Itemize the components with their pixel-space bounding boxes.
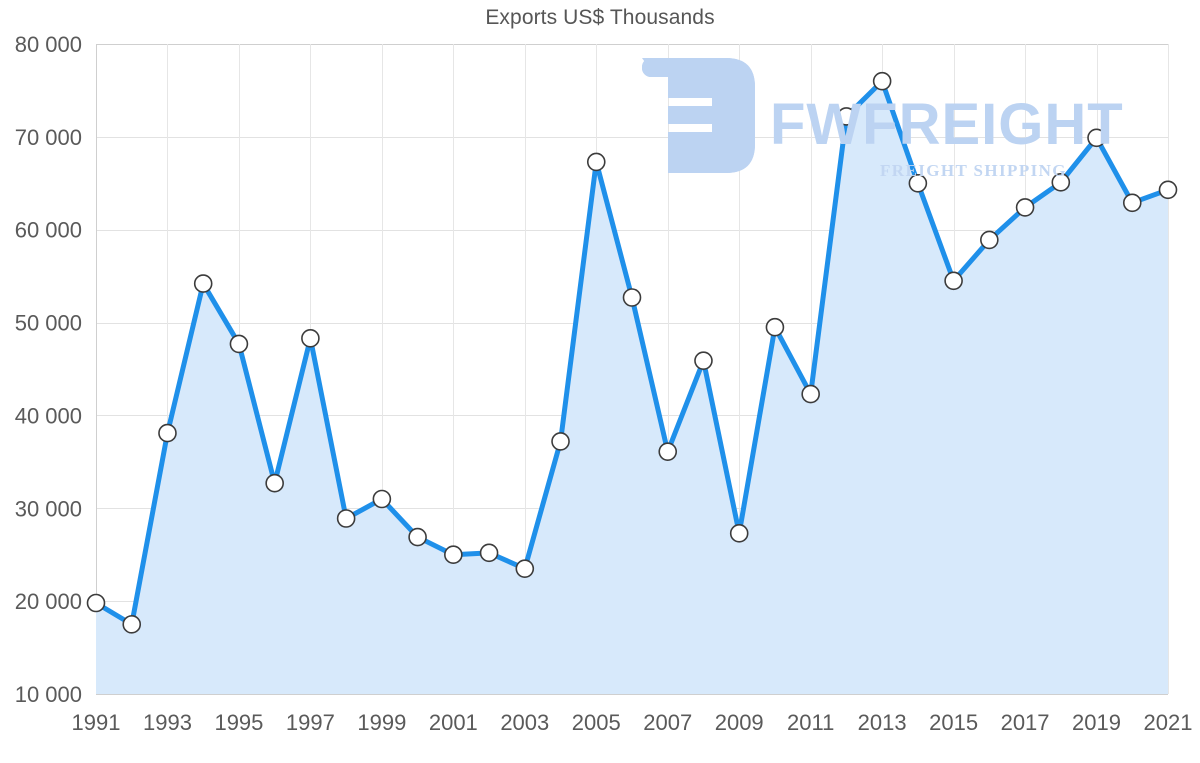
x-axis-tick-labels: 1991 1993 1995 1997 1999 2001 2003 2005 2007 2009… [72,710,1193,735]
x-axis-label: 2015 [929,710,978,735]
data-point [1051,173,1071,192]
x-axis-label: 2011 [787,710,834,735]
exports-area-fill [96,81,1168,694]
data-point [265,473,284,493]
y-axis-label: 80 000 [15,32,82,57]
x-axis-label: 2017 [1001,710,1050,735]
x-axis-label: 2013 [858,710,907,735]
x-axis-label: 1991 [72,710,121,735]
data-point [515,559,535,578]
data-point [551,432,570,451]
y-axis-label: 70 000 [15,125,82,150]
x-axis-label: 2019 [1072,710,1121,735]
data-point [122,615,142,634]
data-point [801,384,820,404]
y-axis-label: 10 000 [15,682,82,707]
x-axis-label: 1993 [143,710,192,735]
x-axis-label: 1997 [286,710,335,735]
data-point [586,152,606,172]
data-point [336,509,356,528]
data-point [301,329,320,348]
data-point [1087,128,1106,148]
data-point [408,527,427,547]
x-axis-label: 1999 [357,710,406,735]
exports-data-points [86,71,1178,634]
y-axis-label: 50 000 [15,311,82,336]
x-axis-label: 2005 [572,710,621,735]
data-point [908,173,928,193]
data-point [944,271,963,291]
data-point [86,593,106,613]
data-point [229,334,249,354]
x-axis-label: 2001 [429,710,478,735]
data-point [837,107,856,126]
x-axis-label: 2003 [500,710,549,735]
data-point [658,442,678,461]
data-point [694,351,713,370]
data-point [1122,193,1142,213]
chart-title: Exports US$ Thousands [485,6,715,29]
data-point [372,489,392,509]
y-axis-label: 20 000 [15,589,82,614]
y-axis-label: 60 000 [15,218,82,243]
data-point [872,71,892,91]
data-point [765,317,785,337]
data-point [479,543,499,563]
x-axis-label: 1995 [214,710,263,735]
data-point [622,288,642,307]
data-point [980,230,999,250]
data-point [158,423,177,443]
y-axis-tick-labels: 80 000 70 000 60 000 50 000 40 000 30 000 20 0… [15,32,82,707]
x-axis-label: 2009 [715,710,764,735]
x-axis-label: 2007 [643,710,692,735]
x-axis-label: 2021 [1144,710,1193,735]
data-point [729,524,749,543]
data-point [1158,180,1178,200]
y-axis-label: 30 000 [15,496,82,521]
data-point [444,545,463,565]
data-point [1015,198,1035,217]
data-point [193,274,213,293]
y-axis-label: 40 000 [15,403,82,428]
